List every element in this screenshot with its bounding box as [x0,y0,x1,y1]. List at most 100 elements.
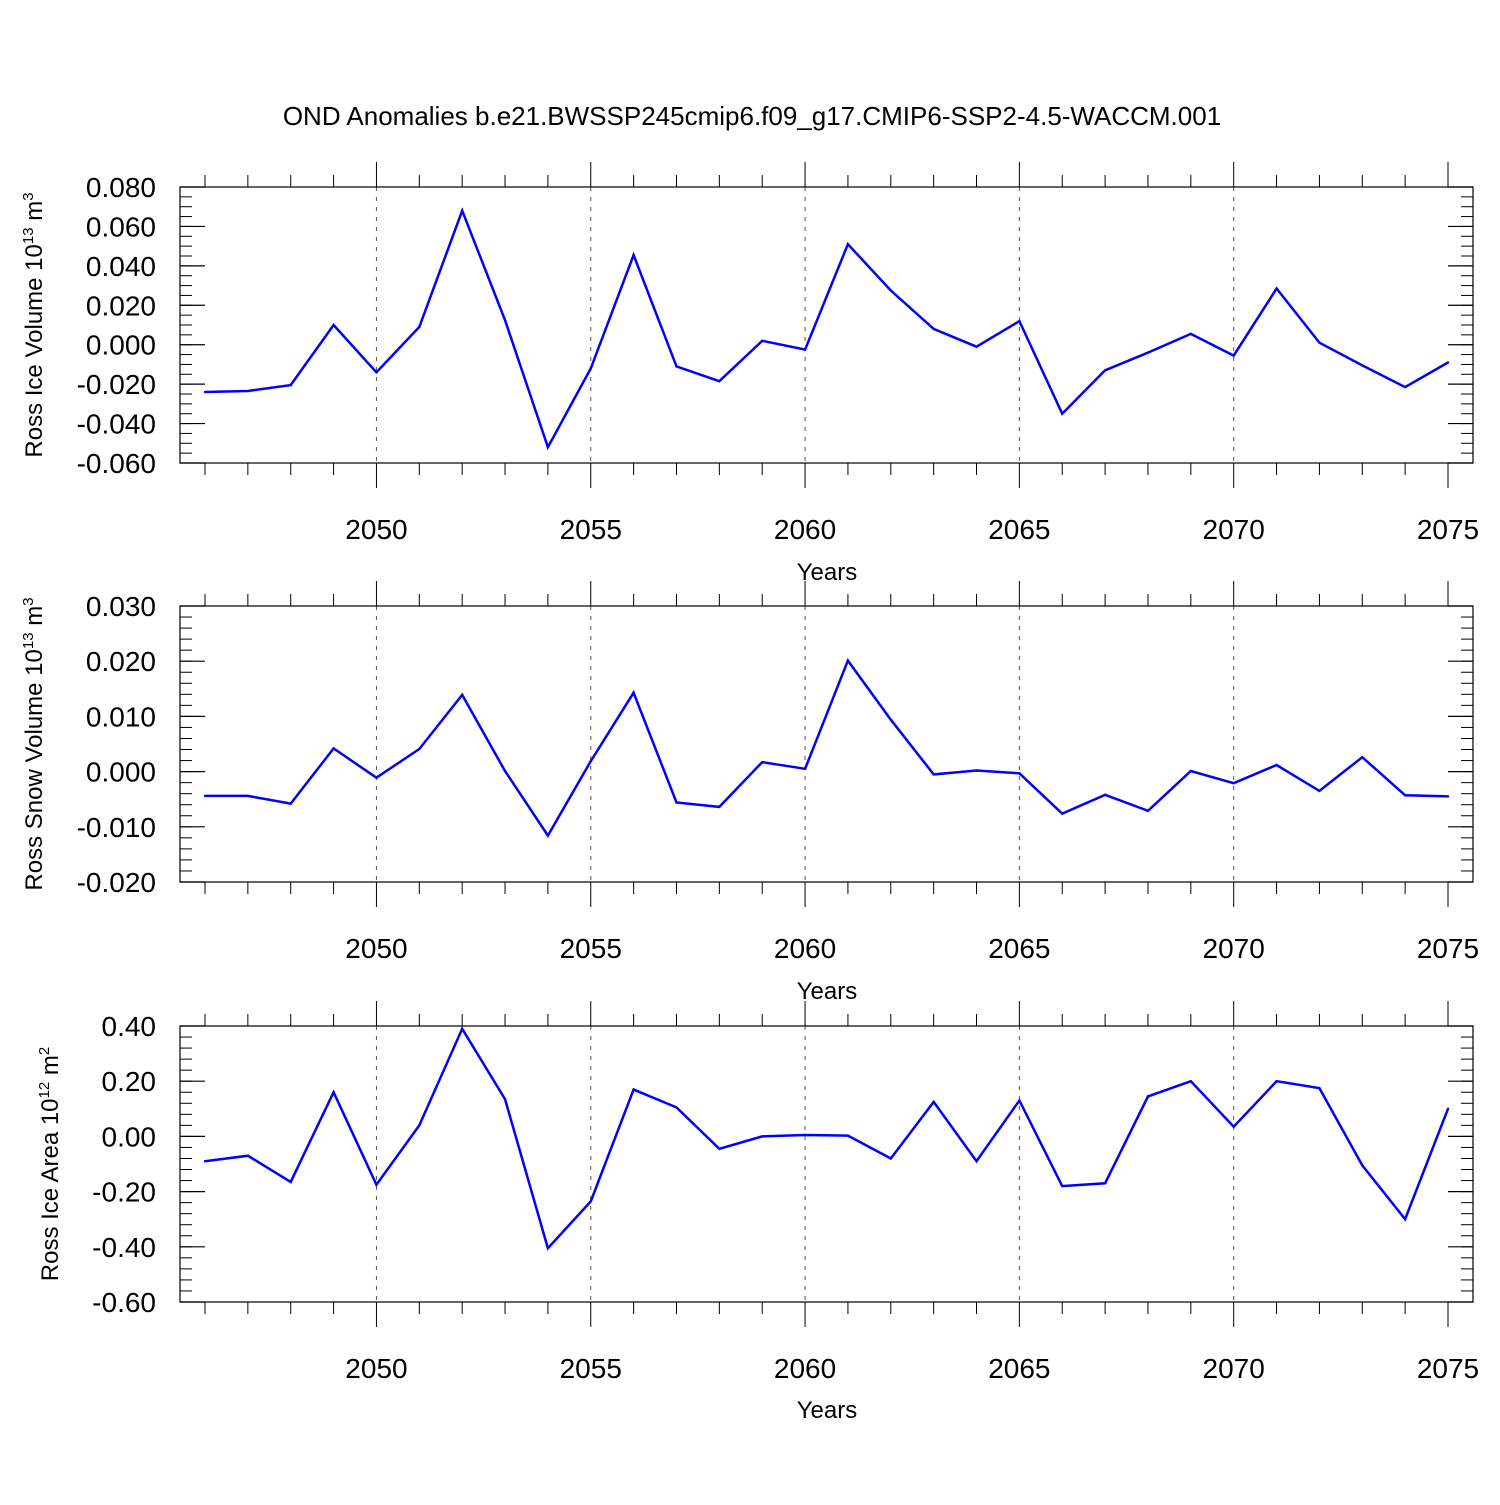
data-point [503,1097,507,1101]
data-point [1189,332,1193,336]
data-point [1018,1099,1021,1102]
data-point [203,390,207,394]
data-point [460,1027,464,1030]
data-point [1361,364,1364,367]
data-point [503,318,507,322]
xtick-label: 2070 [1203,933,1265,964]
xtick-label: 2075 [1417,1353,1479,1384]
data-point [1103,369,1107,372]
data-point [460,209,464,212]
series-line [204,207,1449,451]
plot-frame [179,605,1474,883]
data-point [246,1154,250,1157]
ytick-label: -0.040 [77,409,156,440]
data-point [289,802,292,805]
xtick-label: 2075 [1417,514,1479,545]
series-line [205,658,1449,838]
data-point [846,1134,850,1137]
x-axis-label: Years [797,559,858,586]
data-point [1189,769,1193,773]
data-point [546,834,550,837]
data-point [1318,789,1321,793]
data-point [1403,794,1407,797]
ytick-label: 0.000 [86,757,156,788]
data-point [289,1180,292,1184]
ytick-label: 0.20 [102,1066,157,1097]
data-point [1361,756,1364,759]
data-point [1232,781,1235,785]
xtick-label: 2070 [1203,514,1265,545]
data-point [375,776,378,779]
ytick-label: -0.20 [92,1177,156,1208]
data-point [246,389,250,393]
data-point [1318,341,1321,344]
y-axis-label: Ross Ice Area 1012 m2 [36,1047,64,1281]
data-point [761,339,764,342]
data-point [675,1106,678,1109]
data-point [803,1133,807,1137]
ytick-label: -0.40 [92,1232,156,1263]
data-point [589,759,592,763]
xtick-label: 2060 [774,514,836,545]
data-point [1103,1182,1107,1185]
data-point [932,327,935,331]
data-point [975,769,978,772]
data-point [975,1160,978,1163]
data-point [1061,812,1064,815]
data-point [375,1183,378,1186]
ytick-label: 0.030 [86,591,156,622]
data-point [1146,809,1150,812]
data-point [1403,1218,1407,1221]
series-line [204,1026,1450,1251]
xtick-label: 2065 [988,514,1050,545]
y-axis-label: Ross Ice Volume 1013 m3 [20,192,48,457]
data-point [332,747,335,750]
data-point [1018,772,1021,775]
data-point [203,794,207,798]
data-point [932,773,935,776]
data-point [889,718,892,721]
ytick-label: 0.060 [86,211,156,242]
data-point [975,345,978,348]
data-point [1061,1184,1064,1188]
data-point [203,1160,207,1163]
data-point [675,801,678,804]
panel-3: -0.60 -0.40 -0.20 0.00 0.20 0.40 2050 2055 2060 2… [36,1001,1479,1424]
data-point [1103,793,1107,796]
data-point [632,691,635,694]
data-point [718,805,721,809]
data-point [1446,795,1450,798]
xtick-label: 2050 [345,1353,407,1384]
data-point [846,659,850,662]
x-axis-label: Years [797,978,858,1005]
data-point [332,1091,335,1094]
data-point [546,446,550,449]
data-point [246,794,250,798]
data-point [1446,361,1450,364]
data-point [846,242,850,246]
ytick-label: 0.00 [102,1121,157,1152]
data-point [718,379,721,383]
data-point [1146,351,1150,354]
data-point [460,693,464,697]
ytick-label: 0.40 [102,1011,157,1042]
data-point [803,767,807,771]
data-point [932,1100,935,1104]
data-point [1275,763,1278,767]
data-point [1275,1080,1278,1083]
xtick-label: 2050 [345,933,407,964]
data-point [589,1200,592,1203]
xtick-label: 2055 [560,933,622,964]
x-axis-label: Years [797,1397,858,1424]
xtick-label: 2055 [560,514,622,545]
ytick-label: -0.020 [77,369,156,400]
xtick-label: 2070 [1203,1353,1265,1384]
data-point [289,383,292,387]
ytick-label: -0.020 [77,867,156,898]
data-point [418,325,421,329]
data-point [675,365,678,368]
data-point [503,769,507,773]
data-point [375,371,378,374]
panel-1: -0.060 -0.040 -0.020 0.000 0.020 0.040 0.060 0.… [20,162,1479,586]
